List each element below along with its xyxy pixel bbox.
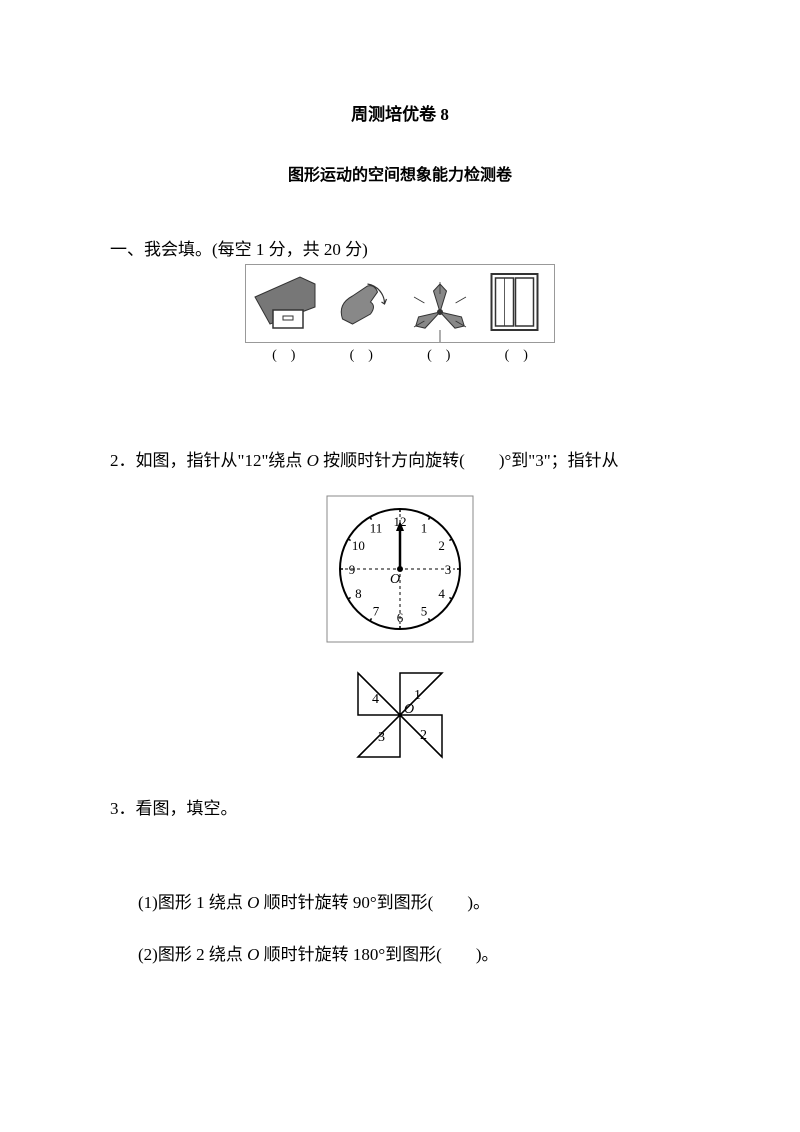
- page-title: 周测培优卷 8: [110, 100, 690, 125]
- svg-text:11: 11: [370, 520, 383, 535]
- svg-text:( ): ( ): [505, 348, 529, 363]
- svg-text:8: 8: [355, 586, 362, 601]
- svg-text:3: 3: [378, 730, 385, 745]
- svg-text:4: 4: [438, 586, 445, 601]
- q2-part2: 按顺时针方向旋转( )°到"3"；指针从: [319, 451, 619, 470]
- figure-pinwheel: 1 2 3 4 O: [110, 660, 690, 770]
- motion-icons-svg: ( ) ( ) ( ) ( ): [245, 264, 555, 364]
- svg-text:1: 1: [414, 688, 421, 703]
- svg-text:( ): ( ): [427, 348, 451, 363]
- svg-text:7: 7: [373, 604, 380, 619]
- pinwheel-svg: 1 2 3 4 O: [325, 660, 475, 770]
- q3-2-b: 顺时针旋转 180°到图形( )。: [259, 945, 498, 964]
- letter-o: O: [307, 451, 319, 470]
- svg-text:( ): ( ): [350, 348, 374, 363]
- svg-text:O: O: [404, 702, 414, 717]
- q3-2-a: (2)图形 2 绕点: [138, 945, 247, 964]
- svg-text:( ): ( ): [272, 348, 296, 363]
- svg-text:5: 5: [421, 604, 428, 619]
- letter-o: O: [247, 945, 259, 964]
- figure-clock: 121234567891011O: [110, 484, 690, 654]
- svg-text:10: 10: [352, 538, 365, 553]
- question-3-2: (2)图形 2 绕点 O 顺时针旋转 180°到图形( )。: [138, 938, 690, 972]
- q3-1-b: 顺时针旋转 90°到图形( )。: [259, 893, 490, 912]
- svg-text:4: 4: [372, 692, 379, 707]
- figure-q1: ( ) ( ) ( ) ( ): [110, 264, 690, 364]
- svg-text:2: 2: [438, 538, 445, 553]
- question-3-1: (1)图形 1 绕点 O 顺时针旋转 90°到图形( )。: [138, 886, 690, 920]
- svg-text:O: O: [390, 572, 400, 587]
- clock-svg: 121234567891011O: [315, 484, 485, 654]
- page-subtitle: 图形运动的空间想象能力检测卷: [110, 161, 690, 185]
- question-2: 2．如图，指针从"12"绕点 O 按顺时针方向旋转( )°到"3"；指针从: [110, 444, 690, 478]
- question-3-head: 3．看图，填空。: [110, 792, 690, 826]
- q2-part1: 2．如图，指针从"12"绕点: [110, 451, 307, 470]
- svg-text:1: 1: [421, 520, 428, 535]
- q3-1-a: (1)图形 1 绕点: [138, 893, 247, 912]
- section-1-head: 一、我会填。(每空 1 分，共 20 分): [110, 235, 690, 260]
- svg-text:2: 2: [420, 728, 427, 743]
- letter-o: O: [247, 893, 259, 912]
